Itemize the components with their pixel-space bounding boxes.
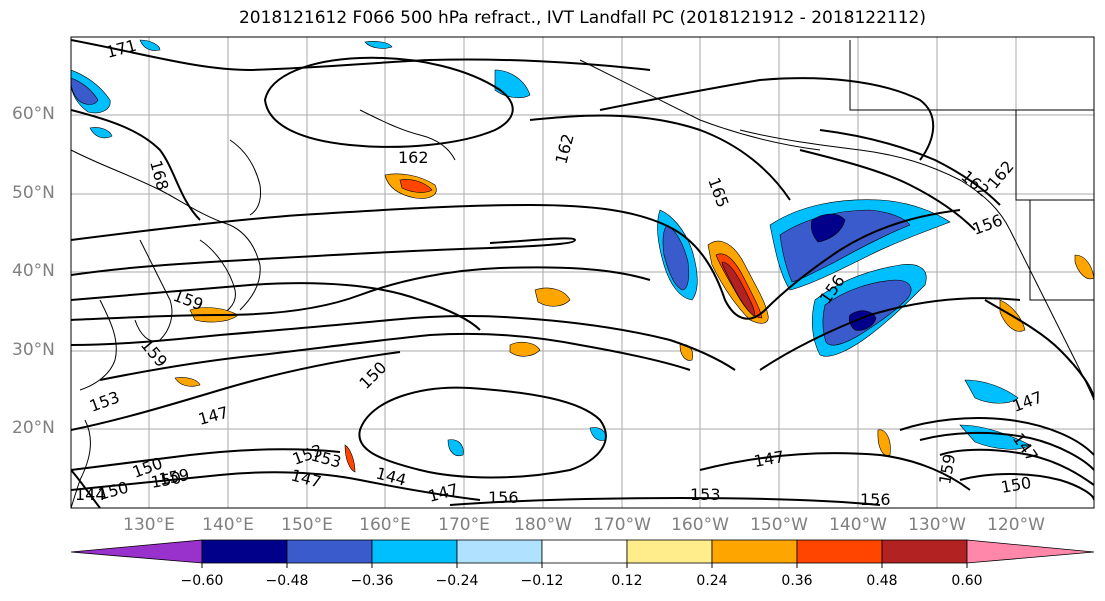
contour-label: 156 — [488, 488, 519, 507]
colorbar-segment — [966, 539, 1095, 564]
lat-label: 30°N — [12, 340, 55, 360]
contour-label: 147 — [196, 403, 230, 429]
colorbar-tick-label: 0.36 — [781, 573, 813, 589]
lon-label: 150°W — [750, 515, 808, 535]
contour-label: 171 — [104, 36, 138, 62]
contour-label: 147 — [426, 480, 460, 506]
colorbar-tick-label: 0.48 — [866, 573, 898, 589]
lon-label: 120°W — [987, 515, 1045, 535]
colorbar-tick-label: −0.12 — [520, 573, 564, 589]
lat-label: 40°N — [12, 261, 55, 281]
contour-label: 165 — [704, 175, 732, 210]
colorbar-segment — [626, 539, 713, 564]
lat-label: 20°N — [12, 418, 55, 438]
lon-label: 140°E — [202, 515, 254, 535]
coastlines — [71, 40, 1094, 508]
lon-label: 170°E — [438, 515, 490, 535]
map-title: 2018121612 F066 500 hPa refract., IVT La… — [238, 8, 926, 28]
contour-label: 150 — [999, 473, 1032, 497]
contour-label: 159 — [157, 465, 190, 489]
colorbar-tick-label: 0.12 — [611, 573, 643, 589]
lat-label: 50°N — [12, 183, 55, 203]
colorbar-segment — [371, 539, 458, 564]
colorbar-segment — [541, 539, 628, 564]
contour-label: 147 — [752, 447, 785, 471]
contour-label: 156 — [970, 210, 1005, 238]
graticule — [71, 37, 1094, 508]
colorbar-segment — [456, 539, 543, 564]
colorbar-tick-label: −0.60 — [180, 573, 224, 589]
lat-label: 60°N — [12, 104, 55, 124]
contour-label: 156 — [860, 490, 891, 509]
colorbar-segment — [711, 539, 798, 564]
colorbar-tick-label: −0.48 — [265, 573, 309, 589]
contour-label: 150 — [96, 478, 130, 504]
colorbar-segment — [286, 539, 373, 564]
lon-label: 140°W — [829, 515, 887, 535]
colorbar-segment — [70, 539, 203, 564]
contour-label: 153 — [87, 387, 122, 415]
contour-label: 147 — [1010, 387, 1045, 415]
lon-label: 130°E — [123, 515, 175, 535]
lon-label: 160°W — [671, 515, 729, 535]
lon-label: 170°W — [593, 515, 651, 535]
lon-label: 180°W — [514, 515, 572, 535]
contour-label: 147 — [289, 466, 323, 492]
lon-label: 150°E — [281, 515, 333, 535]
colorbar-segment — [201, 539, 288, 564]
contour-label: 153 — [690, 485, 721, 504]
colorbar-tick-label: 0.60 — [951, 573, 983, 589]
colorbar-tick-label: −0.36 — [350, 573, 394, 589]
contour-label: 159 — [171, 286, 206, 314]
contour-label: 144 — [75, 485, 106, 504]
contour-label: 162 — [552, 132, 578, 166]
colorbar-segment — [881, 539, 968, 564]
contour-label: 144 — [374, 464, 408, 490]
lon-label: 160°E — [359, 515, 411, 535]
refractivity-contours — [71, 39, 1094, 508]
colorbar-segment — [796, 539, 883, 564]
colorbar — [70, 539, 1095, 568]
colorbar-tick-label: −0.24 — [435, 573, 479, 589]
colorbar-tick-label: 0.24 — [696, 573, 728, 589]
contour-label: 162 — [398, 148, 429, 167]
map-frame — [70, 36, 1095, 509]
lon-label: 130°W — [908, 515, 966, 535]
